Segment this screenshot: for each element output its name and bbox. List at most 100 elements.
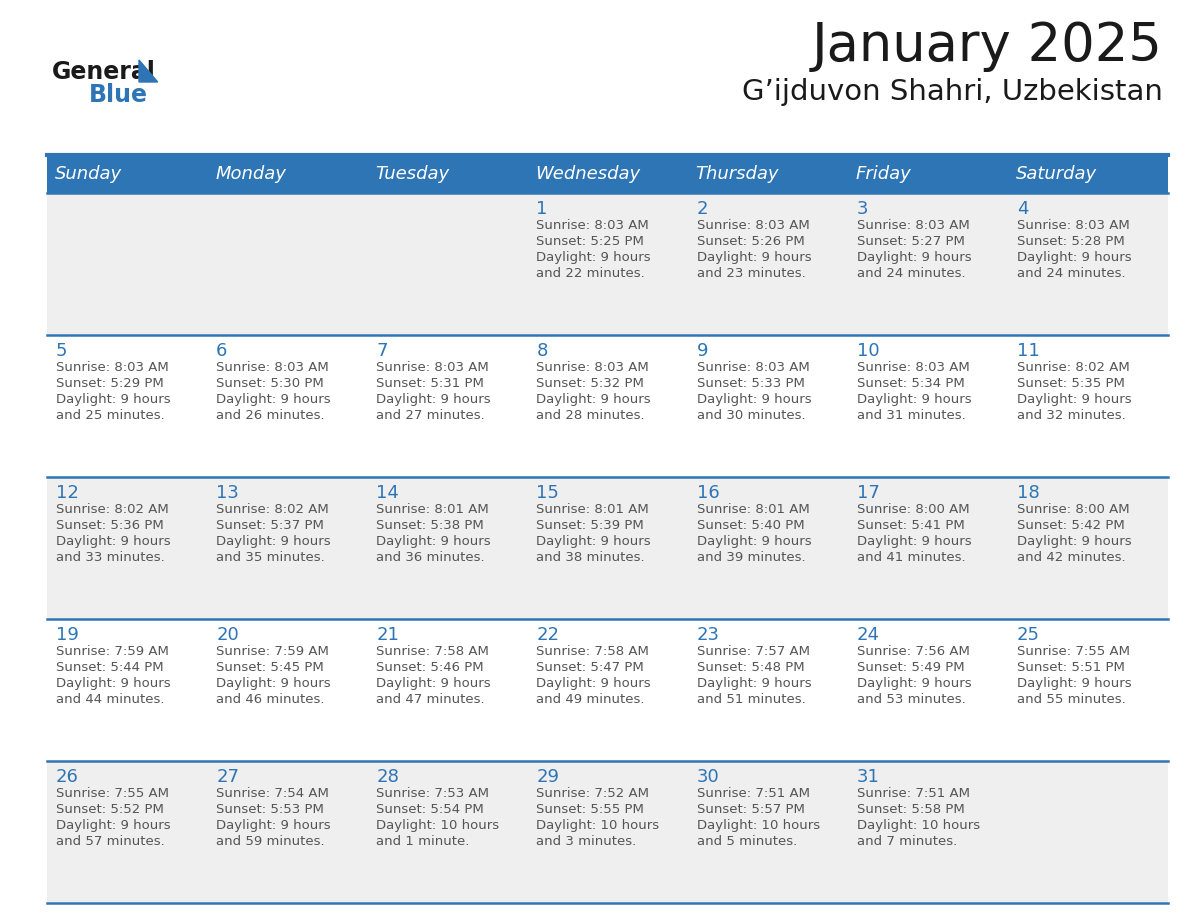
Text: Daylight: 9 hours: Daylight: 9 hours <box>56 819 171 832</box>
Text: Sunset: 5:39 PM: Sunset: 5:39 PM <box>537 519 644 532</box>
Text: Sunset: 5:32 PM: Sunset: 5:32 PM <box>537 377 644 390</box>
Text: Daylight: 9 hours: Daylight: 9 hours <box>377 393 491 406</box>
Bar <box>48 335 1168 477</box>
Text: Sunrise: 7:59 AM: Sunrise: 7:59 AM <box>56 645 169 658</box>
Text: Sunset: 5:37 PM: Sunset: 5:37 PM <box>216 519 324 532</box>
Text: Daylight: 9 hours: Daylight: 9 hours <box>377 535 491 548</box>
Text: and 51 minutes.: and 51 minutes. <box>696 693 805 706</box>
Text: Thursday: Thursday <box>695 165 779 183</box>
Text: Sunrise: 8:03 AM: Sunrise: 8:03 AM <box>56 361 169 374</box>
Text: and 22 minutes.: and 22 minutes. <box>537 267 645 280</box>
Text: and 46 minutes.: and 46 minutes. <box>216 693 324 706</box>
Text: Sunrise: 7:51 AM: Sunrise: 7:51 AM <box>696 787 809 800</box>
Text: 3: 3 <box>857 200 868 218</box>
Text: Sunrise: 8:02 AM: Sunrise: 8:02 AM <box>1017 361 1130 374</box>
Text: and 57 minutes.: and 57 minutes. <box>56 835 165 848</box>
Text: and 3 minutes.: and 3 minutes. <box>537 835 637 848</box>
Text: 29: 29 <box>537 768 560 786</box>
Text: Sunset: 5:35 PM: Sunset: 5:35 PM <box>1017 377 1125 390</box>
Text: Daylight: 9 hours: Daylight: 9 hours <box>537 251 651 264</box>
Text: 15: 15 <box>537 484 560 502</box>
Text: Daylight: 9 hours: Daylight: 9 hours <box>56 535 171 548</box>
Text: Sunset: 5:25 PM: Sunset: 5:25 PM <box>537 235 644 248</box>
Text: and 44 minutes.: and 44 minutes. <box>56 693 164 706</box>
Text: Sunset: 5:38 PM: Sunset: 5:38 PM <box>377 519 484 532</box>
Text: Sunrise: 8:00 AM: Sunrise: 8:00 AM <box>1017 503 1130 516</box>
Text: Daylight: 9 hours: Daylight: 9 hours <box>216 819 330 832</box>
Text: Sunrise: 7:52 AM: Sunrise: 7:52 AM <box>537 787 650 800</box>
Text: Sunrise: 8:01 AM: Sunrise: 8:01 AM <box>696 503 809 516</box>
Text: Sunset: 5:47 PM: Sunset: 5:47 PM <box>537 661 644 674</box>
Text: 8: 8 <box>537 342 548 360</box>
Text: Monday: Monday <box>215 165 286 183</box>
Text: Daylight: 10 hours: Daylight: 10 hours <box>537 819 659 832</box>
Text: 21: 21 <box>377 626 399 644</box>
Bar <box>1007 155 1168 193</box>
Text: Sunrise: 8:03 AM: Sunrise: 8:03 AM <box>857 219 969 232</box>
Text: Daylight: 9 hours: Daylight: 9 hours <box>56 393 171 406</box>
Bar <box>527 155 688 193</box>
Text: and 25 minutes.: and 25 minutes. <box>56 409 165 422</box>
Text: Daylight: 9 hours: Daylight: 9 hours <box>537 393 651 406</box>
Text: Sunset: 5:26 PM: Sunset: 5:26 PM <box>696 235 804 248</box>
Text: Sunrise: 8:03 AM: Sunrise: 8:03 AM <box>1017 219 1130 232</box>
Text: Sunrise: 7:57 AM: Sunrise: 7:57 AM <box>696 645 809 658</box>
Bar <box>48 619 1168 761</box>
Text: Daylight: 9 hours: Daylight: 9 hours <box>1017 251 1131 264</box>
Text: 18: 18 <box>1017 484 1040 502</box>
Text: Blue: Blue <box>89 83 148 107</box>
Text: and 1 minute.: and 1 minute. <box>377 835 469 848</box>
Text: Daylight: 9 hours: Daylight: 9 hours <box>1017 677 1131 690</box>
Text: Daylight: 9 hours: Daylight: 9 hours <box>857 677 972 690</box>
Bar <box>367 155 527 193</box>
Text: Daylight: 10 hours: Daylight: 10 hours <box>857 819 980 832</box>
Text: and 55 minutes.: and 55 minutes. <box>1017 693 1125 706</box>
Text: 25: 25 <box>1017 626 1040 644</box>
Text: Sunset: 5:42 PM: Sunset: 5:42 PM <box>1017 519 1125 532</box>
Text: and 24 minutes.: and 24 minutes. <box>857 267 966 280</box>
Text: Sunset: 5:27 PM: Sunset: 5:27 PM <box>857 235 965 248</box>
Text: and 28 minutes.: and 28 minutes. <box>537 409 645 422</box>
Text: Daylight: 9 hours: Daylight: 9 hours <box>857 251 972 264</box>
Text: 30: 30 <box>696 768 719 786</box>
Text: 26: 26 <box>56 768 78 786</box>
Text: Sunset: 5:51 PM: Sunset: 5:51 PM <box>1017 661 1125 674</box>
Bar <box>848 155 1007 193</box>
Text: Friday: Friday <box>855 165 911 183</box>
Text: Sunrise: 8:03 AM: Sunrise: 8:03 AM <box>857 361 969 374</box>
Text: 10: 10 <box>857 342 879 360</box>
Bar <box>48 193 1168 335</box>
Text: Daylight: 9 hours: Daylight: 9 hours <box>857 393 972 406</box>
Text: Daylight: 9 hours: Daylight: 9 hours <box>696 251 811 264</box>
Text: and 30 minutes.: and 30 minutes. <box>696 409 805 422</box>
Text: Sunrise: 8:02 AM: Sunrise: 8:02 AM <box>56 503 169 516</box>
Text: Sunrise: 8:03 AM: Sunrise: 8:03 AM <box>537 361 649 374</box>
Bar <box>48 477 1168 619</box>
Text: 24: 24 <box>857 626 880 644</box>
Text: Sunrise: 8:03 AM: Sunrise: 8:03 AM <box>696 219 809 232</box>
Text: 31: 31 <box>857 768 879 786</box>
Text: Daylight: 9 hours: Daylight: 9 hours <box>377 677 491 690</box>
Text: Wednesday: Wednesday <box>536 165 640 183</box>
Text: Sunset: 5:48 PM: Sunset: 5:48 PM <box>696 661 804 674</box>
Text: Sunset: 5:34 PM: Sunset: 5:34 PM <box>857 377 965 390</box>
Bar <box>48 155 207 193</box>
Text: Daylight: 9 hours: Daylight: 9 hours <box>696 535 811 548</box>
Text: Sunrise: 7:54 AM: Sunrise: 7:54 AM <box>216 787 329 800</box>
Text: Sunrise: 8:00 AM: Sunrise: 8:00 AM <box>857 503 969 516</box>
Text: Sunset: 5:53 PM: Sunset: 5:53 PM <box>216 803 324 816</box>
Text: Sunset: 5:57 PM: Sunset: 5:57 PM <box>696 803 804 816</box>
Text: Sunrise: 8:01 AM: Sunrise: 8:01 AM <box>537 503 649 516</box>
Text: Sunset: 5:55 PM: Sunset: 5:55 PM <box>537 803 644 816</box>
Text: Sunset: 5:44 PM: Sunset: 5:44 PM <box>56 661 164 674</box>
Text: Sunrise: 8:03 AM: Sunrise: 8:03 AM <box>377 361 489 374</box>
Text: and 41 minutes.: and 41 minutes. <box>857 551 966 564</box>
Text: G’ijduvon Shahri, Uzbekistan: G’ijduvon Shahri, Uzbekistan <box>742 78 1163 106</box>
Text: 7: 7 <box>377 342 387 360</box>
Text: and 36 minutes.: and 36 minutes. <box>377 551 485 564</box>
Text: and 47 minutes.: and 47 minutes. <box>377 693 485 706</box>
Text: General: General <box>52 60 156 84</box>
Text: Daylight: 9 hours: Daylight: 9 hours <box>216 535 330 548</box>
Text: 9: 9 <box>696 342 708 360</box>
Text: Daylight: 9 hours: Daylight: 9 hours <box>56 677 171 690</box>
